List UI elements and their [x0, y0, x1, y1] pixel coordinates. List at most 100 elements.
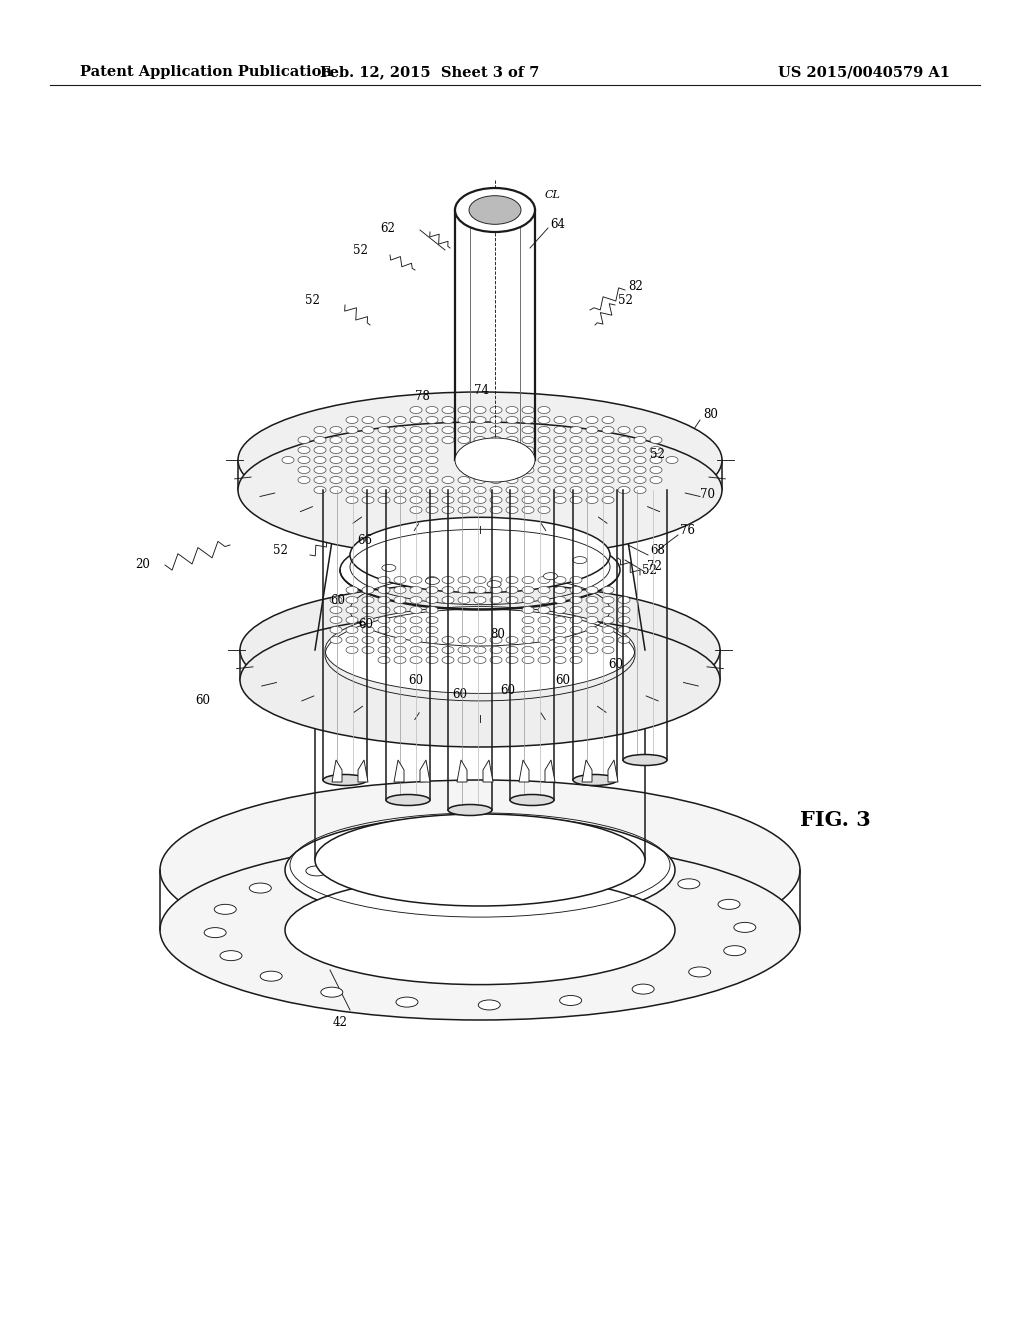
Text: 80: 80 [703, 408, 718, 421]
Text: Feb. 12, 2015  Sheet 3 of 7: Feb. 12, 2015 Sheet 3 of 7 [321, 65, 540, 79]
Ellipse shape [522, 597, 534, 603]
Ellipse shape [314, 426, 326, 433]
Ellipse shape [602, 586, 614, 594]
Ellipse shape [544, 573, 557, 579]
Ellipse shape [474, 647, 486, 653]
Ellipse shape [522, 586, 534, 594]
Text: 64: 64 [550, 219, 565, 231]
Ellipse shape [554, 627, 566, 634]
Ellipse shape [602, 487, 614, 494]
Ellipse shape [570, 656, 582, 664]
Ellipse shape [330, 616, 342, 623]
Ellipse shape [618, 477, 630, 483]
Ellipse shape [586, 466, 598, 474]
Ellipse shape [458, 487, 470, 494]
Ellipse shape [458, 407, 470, 413]
Ellipse shape [214, 904, 237, 915]
Ellipse shape [449, 804, 492, 816]
Ellipse shape [315, 814, 645, 906]
Ellipse shape [362, 457, 374, 463]
Ellipse shape [554, 586, 566, 594]
Ellipse shape [362, 647, 374, 653]
Text: 60: 60 [452, 689, 467, 701]
Ellipse shape [586, 417, 598, 424]
Ellipse shape [410, 616, 422, 623]
Ellipse shape [298, 477, 310, 483]
Text: 60: 60 [195, 693, 210, 706]
Ellipse shape [394, 606, 406, 614]
Text: 72: 72 [647, 561, 662, 573]
Ellipse shape [506, 477, 518, 483]
Text: 60: 60 [330, 594, 345, 606]
Ellipse shape [490, 417, 502, 424]
Ellipse shape [378, 487, 390, 494]
Ellipse shape [506, 597, 518, 603]
Ellipse shape [522, 407, 534, 413]
Ellipse shape [586, 636, 598, 644]
Ellipse shape [394, 636, 406, 644]
Ellipse shape [426, 597, 438, 603]
Ellipse shape [538, 586, 550, 594]
Ellipse shape [410, 487, 422, 494]
Ellipse shape [522, 577, 534, 583]
Ellipse shape [474, 507, 486, 513]
Polygon shape [394, 760, 404, 781]
Ellipse shape [570, 437, 582, 444]
Ellipse shape [442, 437, 454, 444]
Ellipse shape [362, 496, 374, 503]
Text: Patent Application Publication: Patent Application Publication [80, 65, 332, 79]
Ellipse shape [632, 985, 654, 994]
Ellipse shape [410, 606, 422, 614]
Ellipse shape [426, 507, 438, 513]
Ellipse shape [410, 457, 422, 463]
Ellipse shape [346, 647, 358, 653]
Ellipse shape [586, 616, 598, 623]
Ellipse shape [474, 426, 486, 433]
Ellipse shape [623, 755, 667, 766]
Ellipse shape [602, 426, 614, 433]
Ellipse shape [378, 636, 390, 644]
Ellipse shape [394, 477, 406, 483]
Ellipse shape [330, 457, 342, 463]
Ellipse shape [573, 775, 617, 785]
Ellipse shape [350, 517, 610, 593]
Ellipse shape [362, 597, 374, 603]
Ellipse shape [542, 853, 564, 863]
Ellipse shape [554, 466, 566, 474]
Ellipse shape [458, 417, 470, 424]
Ellipse shape [394, 446, 406, 454]
Ellipse shape [298, 457, 310, 463]
Ellipse shape [362, 606, 374, 614]
Ellipse shape [426, 407, 438, 413]
Ellipse shape [442, 487, 454, 494]
Ellipse shape [378, 597, 390, 603]
Text: 52: 52 [618, 293, 633, 306]
Ellipse shape [362, 487, 374, 494]
Text: 52: 52 [642, 564, 656, 577]
Ellipse shape [634, 426, 646, 433]
Ellipse shape [586, 586, 598, 594]
Ellipse shape [346, 466, 358, 474]
Ellipse shape [602, 437, 614, 444]
Text: 76: 76 [680, 524, 695, 536]
Ellipse shape [410, 477, 422, 483]
Ellipse shape [602, 627, 614, 634]
Ellipse shape [426, 636, 438, 644]
Ellipse shape [602, 466, 614, 474]
Ellipse shape [538, 627, 550, 634]
Ellipse shape [394, 647, 406, 653]
Ellipse shape [306, 866, 328, 876]
Ellipse shape [490, 636, 502, 644]
Ellipse shape [506, 656, 518, 664]
Ellipse shape [506, 586, 518, 594]
Ellipse shape [426, 577, 438, 583]
Ellipse shape [330, 477, 342, 483]
Ellipse shape [474, 487, 486, 494]
Ellipse shape [426, 457, 438, 463]
Ellipse shape [586, 487, 598, 494]
Ellipse shape [346, 586, 358, 594]
Ellipse shape [314, 437, 326, 444]
Ellipse shape [330, 597, 342, 603]
Ellipse shape [554, 606, 566, 614]
Ellipse shape [386, 795, 430, 805]
